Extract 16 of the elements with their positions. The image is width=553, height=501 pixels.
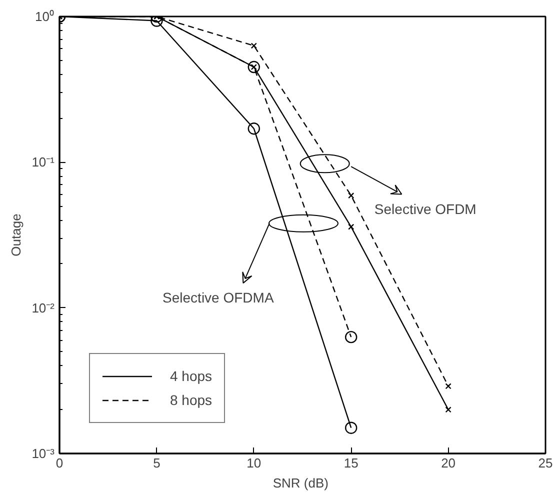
annotation: Selective OFDMA: [162, 290, 274, 306]
x-tick-label: 15: [344, 456, 358, 470]
x-tick-label: 5: [153, 456, 160, 470]
y-tick-label: 10⁰: [35, 9, 55, 24]
x-tick-label: 20: [441, 456, 456, 470]
x-tick-label: 10: [246, 456, 262, 470]
y-tick-label: 10⁻³: [32, 446, 56, 461]
y-tick-label: 10⁻²: [32, 300, 56, 316]
x-tick-label: 0: [56, 456, 64, 470]
x-tick-label: 25: [538, 456, 553, 470]
y-tick-label: 10⁻¹: [32, 154, 56, 170]
legend-label: 4 hops: [170, 368, 212, 384]
x-axis-title: SNR (dB): [272, 476, 329, 490]
legend-label: 8 hops: [170, 392, 212, 408]
annotation: Selective OFDM: [374, 200, 476, 217]
y-axis-title: Outage: [8, 214, 24, 256]
